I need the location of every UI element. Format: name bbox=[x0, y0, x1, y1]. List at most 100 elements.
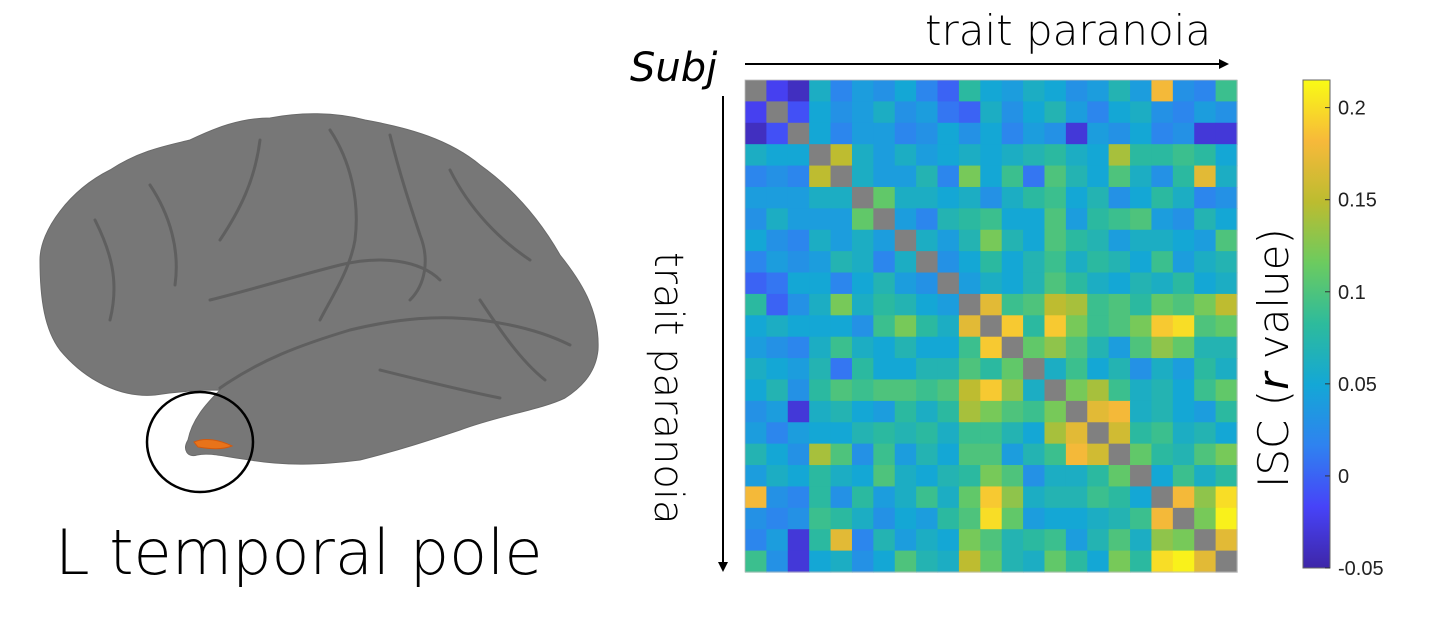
matrix-cell bbox=[1172, 165, 1195, 188]
matrix-cell bbox=[1108, 358, 1131, 381]
matrix-cell bbox=[873, 400, 896, 423]
matrix-cell bbox=[1215, 272, 1238, 295]
matrix-cell bbox=[1001, 272, 1024, 295]
matrix-cell bbox=[937, 336, 960, 359]
matrix-cell bbox=[1151, 422, 1174, 445]
matrix-cell bbox=[1044, 122, 1067, 145]
matrix-cell bbox=[958, 144, 981, 167]
matrix-cell bbox=[1194, 80, 1217, 102]
matrix-cell bbox=[1130, 358, 1153, 381]
matrix-cell bbox=[830, 465, 853, 488]
matrix-frame bbox=[744, 79, 1238, 573]
matrix-cell bbox=[1151, 529, 1174, 552]
matrix-cell bbox=[1023, 315, 1046, 338]
matrix-cell bbox=[1023, 379, 1046, 402]
matrix-cell bbox=[1194, 379, 1217, 402]
matrix-cell bbox=[830, 208, 853, 231]
matrix-cell bbox=[894, 122, 917, 145]
matrix-cell bbox=[916, 272, 939, 295]
matrix-cell bbox=[1151, 336, 1174, 359]
matrix-cell bbox=[1087, 358, 1110, 381]
matrix-cell bbox=[937, 400, 960, 423]
matrix-cell bbox=[1108, 422, 1131, 445]
matrix-cell bbox=[1172, 465, 1195, 488]
matrix-cell bbox=[1065, 443, 1088, 466]
matrix-cell bbox=[1151, 122, 1174, 145]
matrix-cell bbox=[1087, 529, 1110, 552]
matrix-cell bbox=[980, 144, 1003, 167]
matrix-cell bbox=[1194, 507, 1217, 530]
matrix-cell bbox=[766, 422, 789, 445]
matrix-cell bbox=[980, 400, 1003, 423]
matrix-cell bbox=[745, 272, 767, 295]
matrix-cell bbox=[1172, 422, 1195, 445]
matrix-cell bbox=[1001, 208, 1024, 231]
matrix-cell bbox=[851, 550, 874, 573]
matrix-cell bbox=[766, 443, 789, 466]
matrix-cell bbox=[787, 251, 810, 274]
matrix-cell bbox=[1023, 507, 1046, 530]
matrix-cell bbox=[1194, 443, 1217, 466]
colorbar bbox=[1302, 79, 1331, 569]
matrix-cell bbox=[1108, 529, 1131, 552]
matrix-cell bbox=[830, 486, 853, 509]
matrix-cell bbox=[873, 422, 896, 445]
matrix-cell bbox=[1108, 293, 1131, 316]
matrix-cell bbox=[787, 507, 810, 530]
matrix-cell-diagonal bbox=[787, 122, 810, 145]
matrix-cell bbox=[916, 465, 939, 488]
matrix-cell bbox=[937, 293, 960, 316]
matrix-cell bbox=[1044, 400, 1067, 423]
matrix-cell bbox=[1194, 486, 1217, 509]
matrix-cell-diagonal bbox=[1023, 358, 1046, 381]
matrix-cell bbox=[1130, 336, 1153, 359]
matrix-cell bbox=[745, 293, 767, 316]
matrix-cell bbox=[766, 251, 789, 274]
matrix-cell bbox=[745, 486, 767, 509]
matrix-cell bbox=[1044, 550, 1067, 573]
matrix-cell bbox=[1087, 550, 1110, 573]
matrix-cell-diagonal bbox=[873, 208, 896, 231]
matrix-cell bbox=[830, 122, 853, 145]
matrix-cell bbox=[766, 208, 789, 231]
matrix-cell bbox=[787, 336, 810, 359]
matrix-cell bbox=[1172, 486, 1195, 509]
matrix-cell bbox=[1194, 165, 1217, 188]
matrix-cell bbox=[766, 315, 789, 338]
matrix-cell bbox=[894, 400, 917, 423]
matrix-cell-diagonal bbox=[1087, 422, 1110, 445]
matrix-cell bbox=[830, 379, 853, 402]
matrix-cell bbox=[1087, 443, 1110, 466]
matrix-cell bbox=[980, 550, 1003, 573]
matrix-cell bbox=[851, 422, 874, 445]
matrix-cell bbox=[894, 208, 917, 231]
matrix-cell bbox=[1215, 443, 1238, 466]
matrix-cell bbox=[1023, 486, 1046, 509]
matrix-cell bbox=[1194, 293, 1217, 316]
matrix-cell bbox=[1194, 465, 1217, 488]
matrix-cell bbox=[766, 507, 789, 530]
matrix-cell bbox=[851, 358, 874, 381]
matrix-cell bbox=[851, 315, 874, 338]
matrix-cell bbox=[1087, 186, 1110, 209]
matrix-cell bbox=[916, 400, 939, 423]
matrix-cell bbox=[787, 272, 810, 295]
matrix-cell bbox=[745, 165, 767, 188]
matrix-cell bbox=[1172, 122, 1195, 145]
matrix-cell bbox=[809, 229, 832, 252]
matrix-cell bbox=[1087, 272, 1110, 295]
matrix-cell bbox=[980, 379, 1003, 402]
matrix-cell bbox=[937, 144, 960, 167]
matrix-cell bbox=[830, 315, 853, 338]
matrix-cell bbox=[1001, 80, 1024, 102]
matrix-cell bbox=[1065, 165, 1088, 188]
matrix-cell-diagonal bbox=[980, 315, 1003, 338]
matrix-cell bbox=[1172, 315, 1195, 338]
matrix-cell bbox=[830, 272, 853, 295]
matrix-cell bbox=[787, 315, 810, 338]
matrix-cell bbox=[1044, 422, 1067, 445]
matrix-cell bbox=[937, 422, 960, 445]
matrix-cell bbox=[1023, 465, 1046, 488]
matrix-cell bbox=[1194, 315, 1217, 338]
colorbar-tick-label: 0.05 bbox=[1338, 374, 1377, 396]
